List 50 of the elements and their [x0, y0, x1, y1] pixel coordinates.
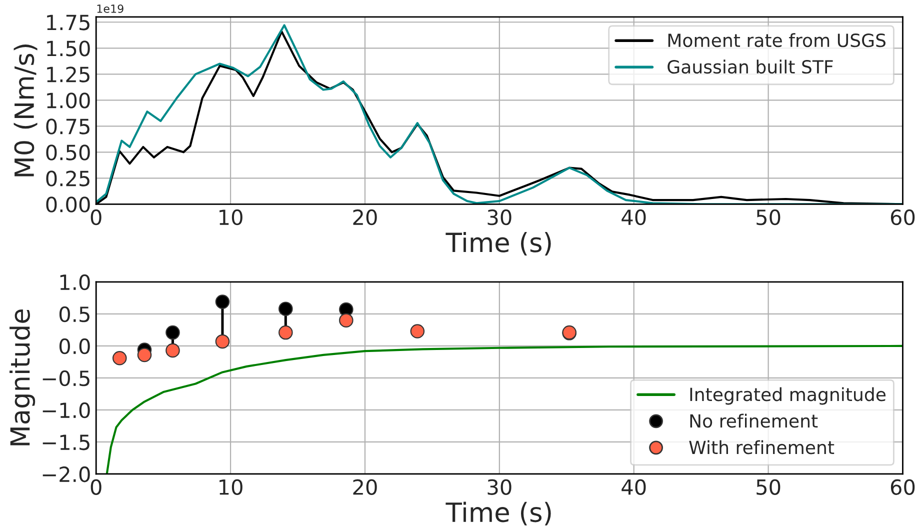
- point: [215, 334, 230, 349]
- x-tick-label: 40: [622, 479, 646, 495]
- point: [166, 343, 180, 358]
- y-tick-label: 1.25: [47, 66, 90, 82]
- y-tick-label: 0.50: [46, 144, 90, 160]
- x-tick-label: 20: [353, 209, 377, 226]
- y-tick-label: 0.00: [46, 196, 90, 212]
- x-axis-title: Time (s): [446, 502, 551, 526]
- legend-label: Gaussian built STF: [668, 60, 833, 74]
- legend-label: With refinement: [689, 440, 834, 454]
- y-tick-label: −2.0: [42, 466, 90, 482]
- legend-label: Moment rate from USGS: [668, 33, 886, 48]
- y-tick-label: 0.5: [59, 306, 90, 322]
- text: 1e19: [97, 4, 124, 13]
- y-tick-label: 1.00: [47, 92, 90, 108]
- x-tick-label: 50: [756, 479, 780, 495]
- y-tick-label: 1.50: [47, 40, 90, 56]
- x-tick-label: 30: [488, 479, 512, 495]
- y-tick-label: 1.75: [47, 14, 90, 30]
- point: [166, 325, 180, 340]
- point: [278, 302, 293, 316]
- y-axis-title: M0 (Nm/s): [14, 44, 38, 176]
- y-tick-label: 0.75: [46, 118, 90, 134]
- y-tick-label: 0.0: [59, 338, 90, 354]
- point: [112, 350, 127, 366]
- x-tick-label: 0: [90, 209, 102, 226]
- x-tick-label: 10: [220, 209, 242, 226]
- y-axis-title: Magnitude: [10, 309, 36, 446]
- x-tick-label: 40: [622, 209, 646, 226]
- line-series: [106, 344, 903, 474]
- x-tick-label: 30: [488, 209, 512, 226]
- x-tick-label: 60: [890, 209, 915, 226]
- point: [137, 348, 152, 362]
- point: [278, 325, 293, 340]
- x-tick-label: 60: [890, 479, 915, 495]
- y-tick-label: −1.0: [42, 402, 90, 418]
- x-tick-label: 20: [353, 479, 377, 495]
- x-tick-label: 50: [756, 209, 780, 226]
- y-tick-label: −0.5: [42, 370, 90, 386]
- point: [215, 294, 230, 309]
- y-tick-label: −1.5: [42, 434, 90, 450]
- point: [410, 324, 425, 338]
- x-axis-title: Time (s): [446, 232, 551, 256]
- legend-label: No refinement: [690, 414, 818, 428]
- x-tick-label: 10: [220, 479, 242, 495]
- point: [339, 313, 354, 328]
- y-tick-label: 0.25: [46, 170, 90, 186]
- x-tick-label: 0: [90, 479, 102, 495]
- legend-label: Integrated magnitude: [690, 387, 886, 405]
- y-tick-label: 1.0: [60, 274, 90, 290]
